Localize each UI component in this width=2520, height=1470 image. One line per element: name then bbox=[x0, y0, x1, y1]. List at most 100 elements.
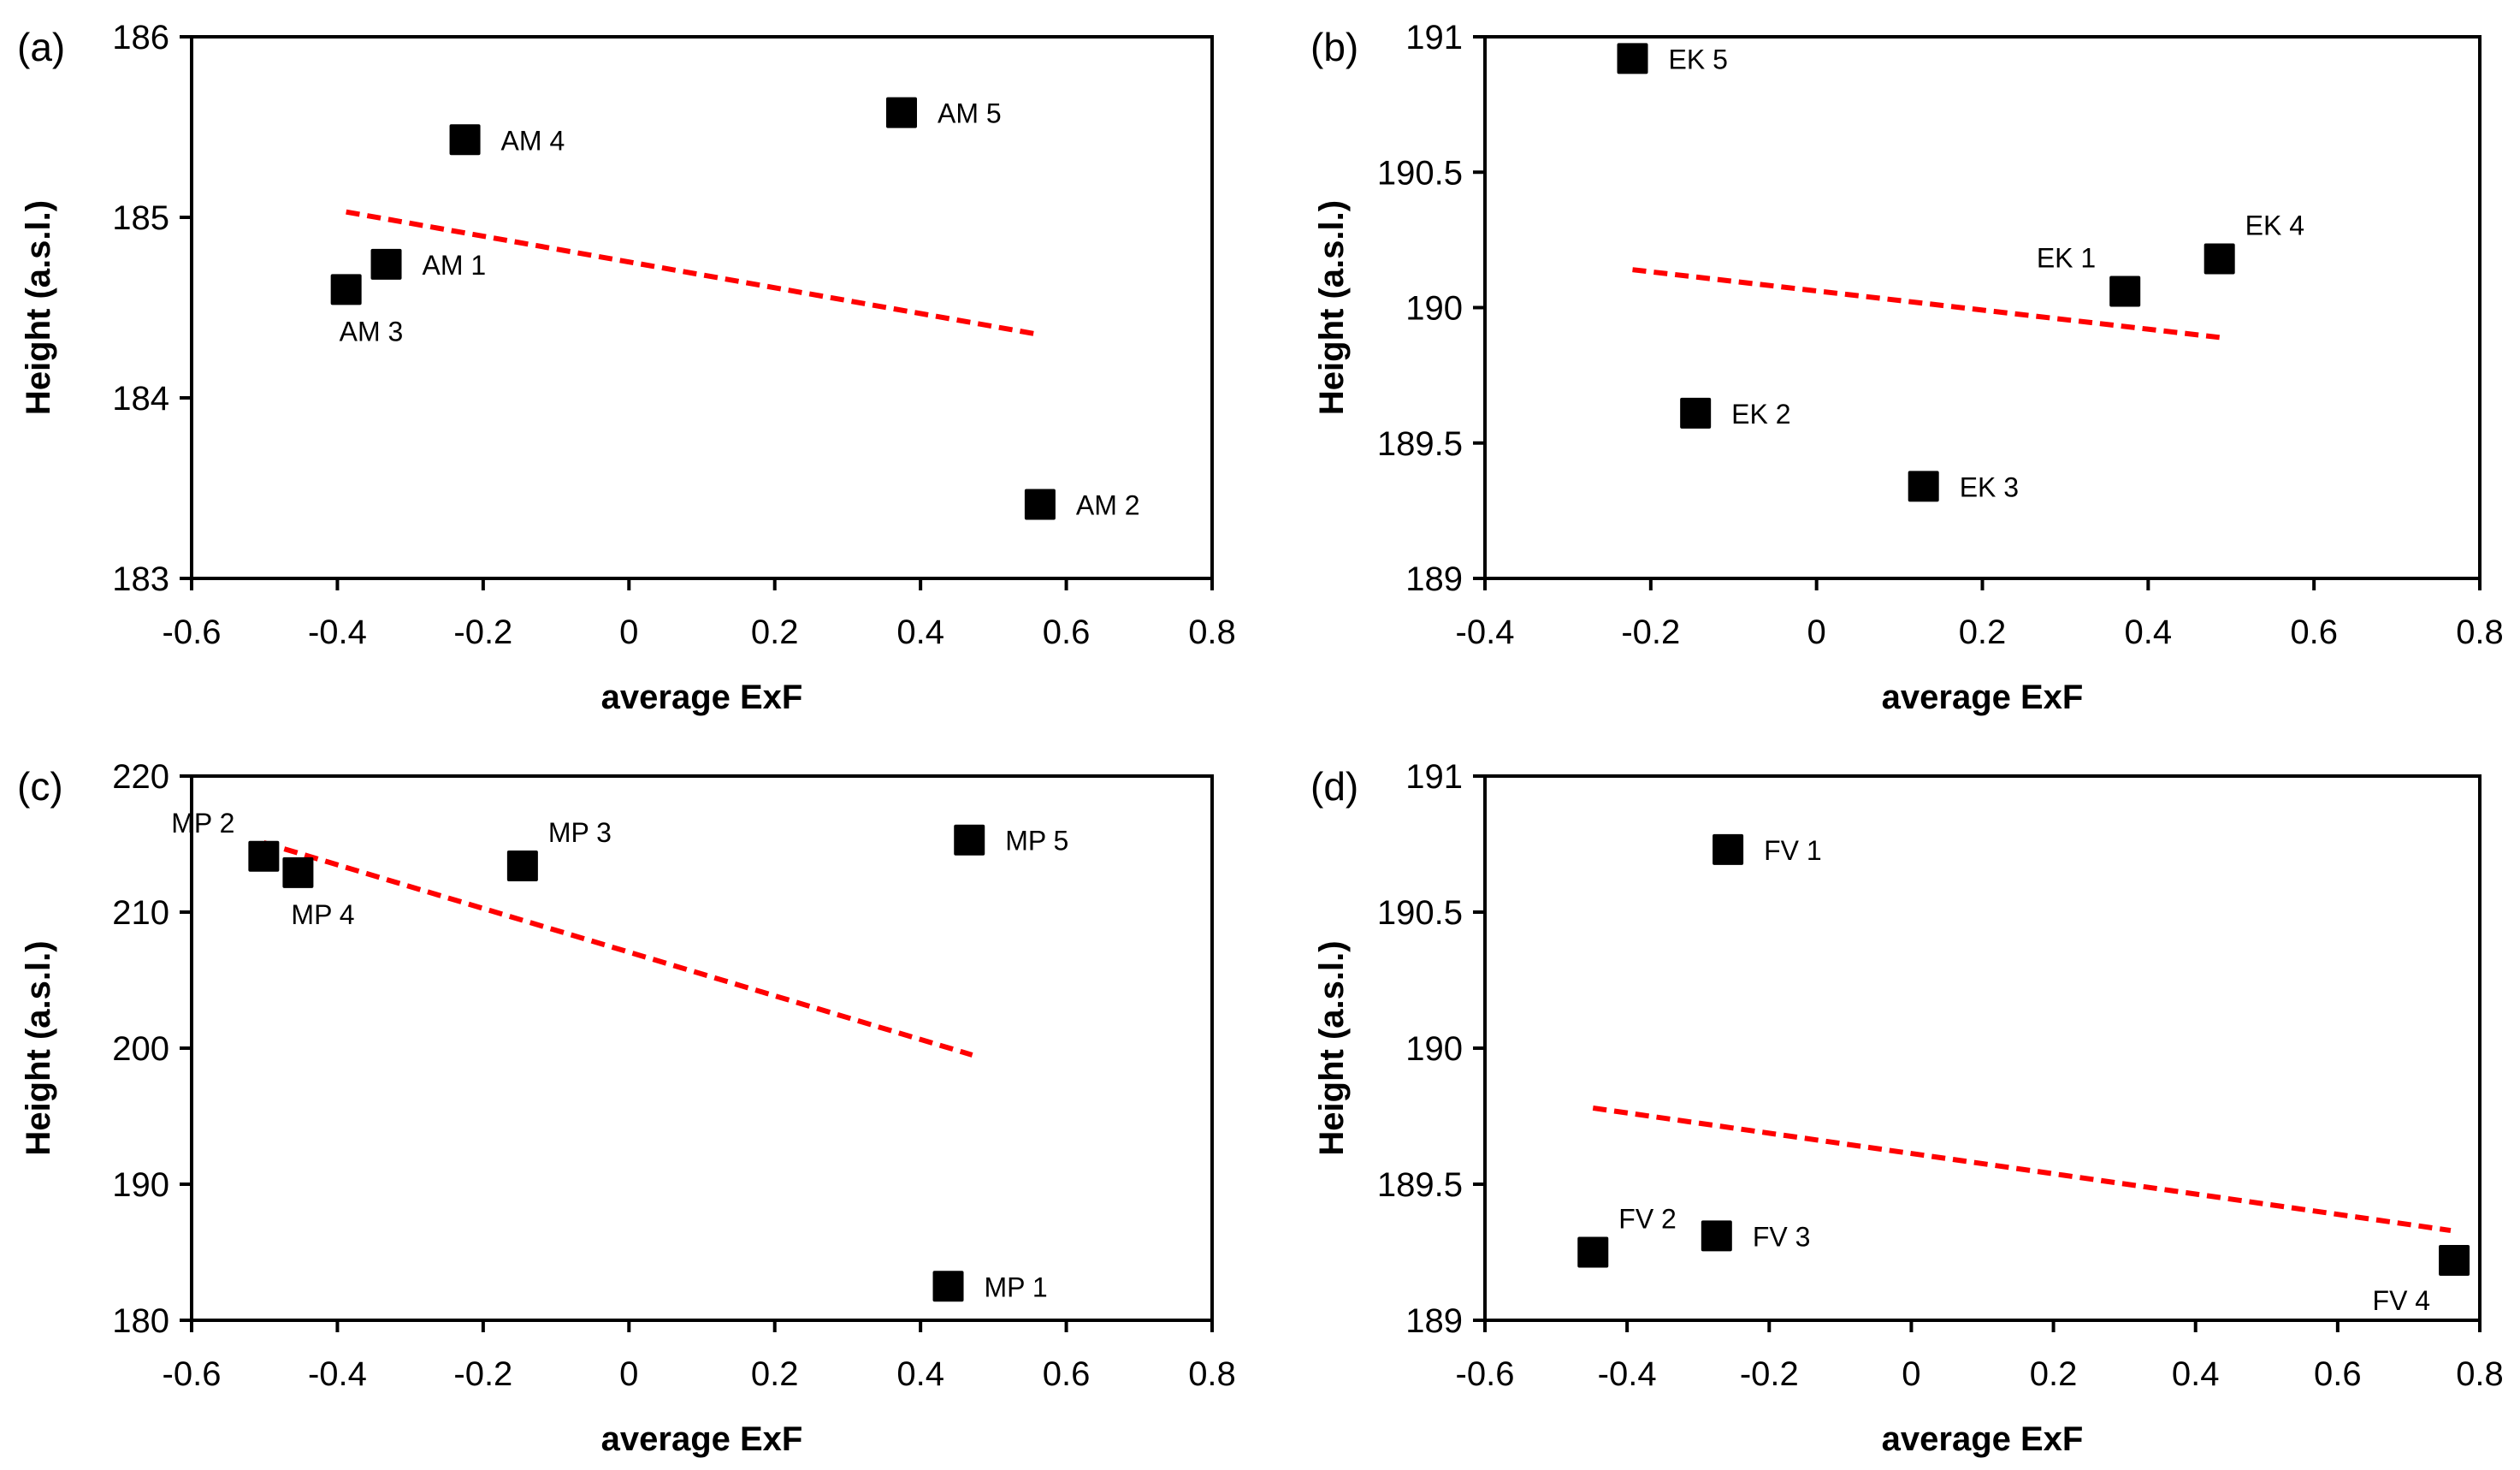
x-axis-title: average ExF bbox=[1882, 1420, 2084, 1458]
data-point-marker bbox=[282, 857, 314, 888]
x-tick-label: 0.8 bbox=[2456, 1355, 2504, 1393]
chart-panel-d: 189 189.5 190 190.5 191 -0.6 -0.4 -0.2 0 0.2 0.4 0.… bbox=[1310, 758, 2504, 1458]
data-point-marker bbox=[1617, 43, 1648, 74]
data-point-label: MP 4 bbox=[291, 899, 354, 930]
data-point-label: FV 4 bbox=[2373, 1285, 2431, 1316]
x-tick-label: 0 bbox=[1902, 1355, 1920, 1393]
x-axis-title: average ExF bbox=[601, 679, 803, 716]
y-tick-label: 189 bbox=[1405, 560, 1463, 598]
data-point-label: AM 5 bbox=[938, 98, 1002, 129]
y-tick-label: 191 bbox=[1405, 19, 1463, 56]
data-point-label: FV 3 bbox=[1753, 1221, 1811, 1252]
data-point-label: FV 2 bbox=[1618, 1204, 1677, 1235]
y-tick-label: 189.5 bbox=[1377, 425, 1463, 463]
y-tick-label: 183 bbox=[112, 560, 169, 598]
data-point-marker bbox=[885, 97, 917, 128]
y-tick-label: 180 bbox=[112, 1302, 169, 1340]
y-tick-label: 220 bbox=[112, 758, 169, 796]
data-point-marker bbox=[1713, 833, 1744, 865]
data-point-label: EK 2 bbox=[1731, 399, 1790, 430]
plot-frame bbox=[190, 774, 1214, 1322]
plot-frame bbox=[1483, 774, 2482, 1322]
panel-label: (d) bbox=[1310, 764, 1358, 809]
x-tick-label: -0.2 bbox=[453, 613, 512, 651]
x-tick-label: 0.2 bbox=[751, 613, 799, 651]
data-point-marker bbox=[449, 124, 481, 156]
data-point-label: EK 5 bbox=[1669, 44, 1728, 74]
panel-label: (b) bbox=[1310, 25, 1358, 69]
x-tick-label: 0 bbox=[1807, 613, 1826, 651]
y-tick-label: 185 bbox=[112, 199, 169, 237]
x-tick-label: -0.2 bbox=[1621, 613, 1680, 651]
data-point-label: AM 1 bbox=[423, 250, 487, 281]
x-tick-label: 0.6 bbox=[1043, 613, 1091, 651]
data-point-marker bbox=[2439, 1245, 2470, 1277]
y-tick-label: 184 bbox=[112, 380, 169, 418]
y-tick-label: 186 bbox=[112, 19, 169, 56]
y-tick-label: 190 bbox=[112, 1166, 169, 1204]
y-tick-label: 210 bbox=[112, 894, 169, 932]
data-point-marker bbox=[1577, 1236, 1609, 1268]
data-point-label: MP 2 bbox=[171, 808, 234, 839]
x-tick-label: 0.4 bbox=[2172, 1355, 2220, 1393]
y-tick-label: 189.5 bbox=[1377, 1166, 1463, 1204]
x-tick-label: 0.6 bbox=[2290, 613, 2338, 651]
chart-panel-a: 183 184 185 186 -0.6 -0.4 -0.2 0 0.2 0.4 0.6 0.8 (a)… bbox=[17, 19, 1236, 716]
data-point-label: AM 4 bbox=[501, 125, 565, 156]
y-tick-label: 190.5 bbox=[1377, 894, 1463, 932]
data-point-marker bbox=[370, 248, 402, 280]
y-tick-label: 189 bbox=[1405, 1302, 1463, 1340]
trendline bbox=[346, 209, 1041, 338]
data-point-label: AM 3 bbox=[340, 316, 404, 347]
x-tick-label: -0.2 bbox=[453, 1355, 512, 1393]
x-tick-label: -0.4 bbox=[1456, 613, 1515, 651]
data-point-label: AM 2 bbox=[1076, 489, 1140, 520]
data-point-marker bbox=[1024, 489, 1056, 520]
chart-panel-b: 189 189.5 190 190.5 191 -0.4 -0.2 0 0.2 0.4 0.6 0.8… bbox=[1310, 19, 2504, 716]
x-tick-label: 0.8 bbox=[1188, 1355, 1236, 1393]
x-tick-label: -0.4 bbox=[308, 613, 367, 651]
x-tick-label: 0.6 bbox=[1043, 1355, 1091, 1393]
y-tick-label: 190 bbox=[1405, 1030, 1463, 1068]
x-tick-label: 0.2 bbox=[1959, 613, 2007, 651]
panel-label: (c) bbox=[17, 764, 63, 809]
x-tick-label: -0.4 bbox=[308, 1355, 367, 1393]
x-tick-label: -0.2 bbox=[1740, 1355, 1799, 1393]
x-tick-label: -0.4 bbox=[1598, 1355, 1657, 1393]
y-axis-title: Height (a.s.l.) bbox=[1313, 200, 1351, 415]
x-tick-label: -0.6 bbox=[163, 1355, 222, 1393]
data-point-marker bbox=[1701, 1220, 1732, 1252]
x-tick-label: 0.2 bbox=[2030, 1355, 2078, 1393]
y-tick-label: 200 bbox=[112, 1030, 169, 1068]
x-tick-label: 0.6 bbox=[2314, 1355, 2362, 1393]
data-point-marker bbox=[330, 274, 362, 305]
trendline bbox=[1632, 267, 2221, 341]
data-point-label: EK 1 bbox=[2037, 243, 2096, 274]
y-axis-title: Height (a.s.l.) bbox=[1313, 940, 1351, 1155]
data-point-label: EK 4 bbox=[2245, 210, 2304, 241]
data-point-label: MP 1 bbox=[985, 1271, 1048, 1302]
x-tick-label: 0 bbox=[619, 613, 638, 651]
x-tick-label: 0 bbox=[619, 1355, 638, 1393]
data-point-marker bbox=[954, 824, 985, 856]
trendline bbox=[263, 840, 973, 1058]
y-tick-label: 190.5 bbox=[1377, 154, 1463, 192]
x-tick-label: 0.8 bbox=[1188, 613, 1236, 651]
x-tick-label: 0.4 bbox=[896, 613, 944, 651]
data-point-marker bbox=[1680, 397, 1712, 429]
x-tick-label: 0.4 bbox=[896, 1355, 944, 1393]
y-tick-label: 191 bbox=[1405, 758, 1463, 796]
data-point-label: MP 3 bbox=[548, 817, 612, 848]
x-axis-title: average ExF bbox=[1882, 679, 2084, 716]
plot-frame bbox=[190, 35, 1214, 580]
data-point-marker bbox=[506, 850, 538, 881]
y-axis-title: Height (a.s.l.) bbox=[20, 940, 57, 1155]
x-tick-label: 0.8 bbox=[2456, 613, 2504, 651]
data-point-marker bbox=[2204, 243, 2235, 275]
data-point-marker bbox=[1908, 471, 1939, 502]
data-point-marker bbox=[2109, 276, 2141, 307]
x-axis-title: average ExF bbox=[601, 1420, 803, 1458]
data-point-label: FV 1 bbox=[1764, 835, 1822, 866]
trendline bbox=[1592, 1105, 2452, 1234]
